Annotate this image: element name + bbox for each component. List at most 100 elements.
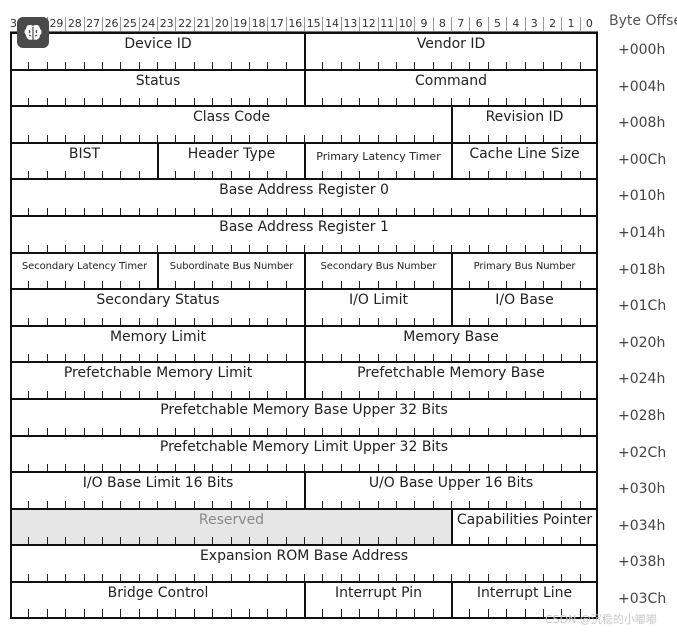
bit-tick — [28, 317, 30, 326]
bit-tick — [542, 61, 544, 70]
bit-tick — [28, 134, 30, 143]
bit-tick — [579, 573, 581, 582]
bit-tick — [359, 244, 361, 253]
bit-tick — [414, 390, 416, 399]
bit-tick — [175, 317, 177, 326]
bit-tick — [157, 207, 158, 216]
bit-tick — [542, 171, 544, 180]
bit-tick — [322, 390, 324, 399]
bit-tick — [304, 244, 305, 253]
bit-tick — [322, 98, 324, 107]
register-row: Class Code Revision ID — [10, 105, 598, 143]
bit-tick — [322, 171, 324, 180]
register-field: Capabilities Pointer — [451, 507, 598, 546]
bit-tick — [487, 390, 489, 399]
bit-tick — [451, 207, 452, 216]
bit-tick — [138, 354, 140, 363]
bit-tick — [120, 427, 122, 436]
bit-tick — [230, 134, 232, 143]
bit-tick — [542, 500, 544, 509]
bit-tick — [212, 464, 214, 473]
bit-tick — [359, 317, 361, 326]
bit-tick — [395, 537, 397, 546]
register-field: Class Code — [10, 105, 451, 143]
field-label: Primary Latency Timer — [316, 149, 441, 163]
bit-number-label: 5 — [487, 17, 506, 31]
bit-tick — [561, 608, 563, 617]
bit-number-label: 3 — [10, 17, 17, 30]
bit-tick — [524, 281, 526, 290]
bit-tick — [193, 573, 195, 582]
bit-tick — [101, 134, 103, 143]
bit-tick — [120, 207, 122, 216]
bit-tick — [395, 98, 397, 107]
bit-tick — [524, 61, 526, 70]
bit-tick — [230, 317, 232, 326]
bit-tick — [248, 134, 250, 143]
bit-tick — [304, 134, 305, 143]
bit-tick — [120, 134, 122, 143]
register-row: Secondary Latency Timer Subordinate Bus N… — [10, 251, 598, 290]
bit-tick — [46, 317, 48, 326]
bit-tick — [285, 464, 287, 473]
bit-tick — [101, 390, 103, 399]
bit-tick — [193, 537, 195, 546]
bit-tick — [212, 427, 214, 436]
bit-tick — [451, 98, 452, 107]
bit-tick — [193, 98, 195, 107]
bit-tick — [138, 281, 140, 290]
bit-tick — [28, 427, 30, 436]
bit-tick — [524, 427, 526, 436]
bit-tick — [157, 354, 158, 363]
bit-tick — [469, 500, 471, 509]
field-label: Memory Limit — [109, 328, 207, 345]
bit-tick — [561, 281, 563, 290]
register-field: Secondary Latency Timer — [10, 251, 157, 290]
bit-tick — [285, 500, 287, 509]
register-field: Secondary Status — [10, 288, 304, 326]
header-divider — [10, 31, 598, 32]
bit-tick — [267, 537, 269, 546]
bit-tick — [101, 317, 103, 326]
bit-tick — [469, 281, 471, 290]
bit-tick — [432, 500, 434, 509]
bit-tick — [469, 207, 471, 216]
bit-tick — [285, 244, 287, 253]
bit-tick — [414, 98, 416, 107]
bit-tick — [524, 354, 526, 363]
bit-tick — [304, 537, 305, 546]
bit-tick — [230, 354, 232, 363]
bit-tick — [267, 244, 269, 253]
byte-offset-label: +008h — [618, 115, 666, 132]
bit-tick — [193, 464, 195, 473]
bit-tick — [542, 134, 544, 143]
bit-tick — [506, 98, 508, 107]
bit-tick — [524, 171, 526, 180]
byte-offset-title: Byte Offse — [609, 13, 677, 29]
bit-tick — [340, 317, 342, 326]
bit-tick — [579, 464, 581, 473]
bit-tick — [524, 317, 526, 326]
bit-tick — [285, 281, 287, 290]
bit-tick — [359, 608, 361, 617]
bit-tick — [377, 464, 379, 473]
bit-tick — [65, 390, 67, 399]
bit-tick — [138, 390, 140, 399]
ai-assistant-button[interactable] — [17, 17, 49, 48]
bit-tick — [230, 207, 232, 216]
bit-tick — [432, 98, 434, 107]
bit-tick — [230, 281, 232, 290]
bit-tick — [138, 61, 140, 70]
bit-tick — [157, 608, 158, 617]
register-field: U/O Base Upper 16 Bits — [304, 471, 598, 509]
field-label: Base Address Register 1 — [219, 219, 389, 235]
bit-tick — [285, 317, 287, 326]
bit-tick — [359, 281, 361, 290]
bit-tick — [395, 244, 397, 253]
bit-tick — [304, 207, 305, 216]
bit-tick — [414, 281, 416, 290]
bit-tick — [432, 537, 434, 546]
bit-tick — [469, 317, 471, 326]
bit-tick — [248, 317, 250, 326]
bit-tick — [506, 134, 508, 143]
